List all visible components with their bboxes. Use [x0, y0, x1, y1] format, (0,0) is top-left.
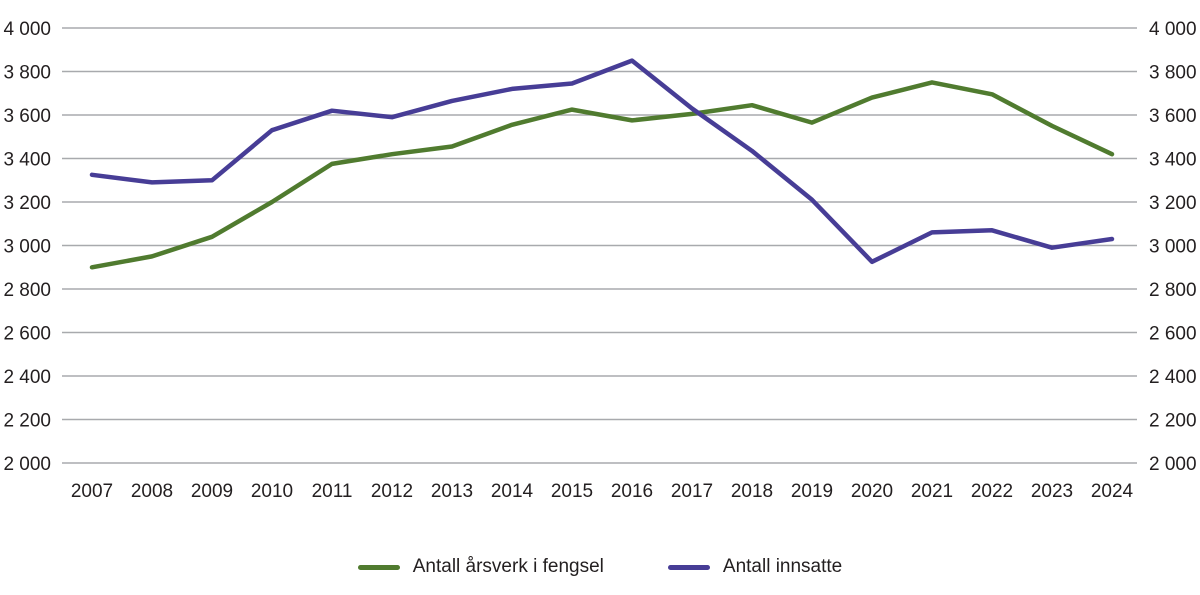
x-tick-label: 2007 — [71, 481, 113, 502]
y-tick-label-right: 3 000 — [1149, 237, 1197, 258]
series-line-innsatte — [89, 58, 1115, 265]
x-tick-label: 2024 — [1091, 481, 1134, 502]
x-tick-label: 2013 — [431, 481, 473, 502]
y-tick-label-left: 3 000 — [3, 237, 51, 258]
x-tick-label: 2020 — [851, 481, 893, 502]
x-tick-label: 2021 — [911, 481, 953, 502]
x-tick-label: 2015 — [551, 481, 593, 502]
y-tick-label-left: 2 400 — [3, 367, 51, 388]
y-tick-label-left: 2 600 — [3, 324, 51, 345]
y-tick-label-right: 2 600 — [1149, 324, 1197, 345]
y-tick-label-right: 3 200 — [1149, 193, 1197, 214]
x-tick-label: 2014 — [491, 481, 534, 502]
y-tick-label-right: 2 800 — [1149, 280, 1197, 301]
legend-swatch-arsverk-line — [357, 564, 400, 570]
y-tick-label-left: 3 400 — [3, 150, 51, 171]
x-tick-label: 2019 — [791, 481, 833, 502]
legend-swatch-innsatte-line — [667, 564, 710, 570]
x-tick-label: 2011 — [312, 481, 353, 502]
x-tick-label: 2012 — [371, 481, 413, 502]
line-chart-canvas: 4 000 4 000 3 800 3 800 3 600 3 600 3 400 3 400… — [3, 19, 1197, 502]
y-tick-label-right: 3 600 — [1149, 106, 1197, 127]
y-tick-label-left: 3 200 — [3, 193, 51, 214]
x-tick-label: 2016 — [611, 481, 653, 502]
y-tick-label-left: 3 800 — [3, 63, 51, 84]
legend-item-arsverk: Antall årsverk i fengsel — [357, 556, 604, 578]
y-tick-label-right: 2 000 — [1149, 454, 1197, 475]
y-tick-label-left: 2 200 — [3, 411, 51, 432]
x-tick-label: 2009 — [191, 481, 233, 502]
y-tick-label-left: 3 600 — [3, 106, 51, 127]
x-tick-label: 2023 — [1031, 481, 1073, 502]
x-tick-label: 2022 — [971, 481, 1013, 502]
series-line-arsverk — [89, 80, 1115, 270]
chart-legend: Antall årsverk i fengsel Antall innsatte — [0, 556, 1200, 578]
x-tick-label: 2010 — [251, 481, 293, 502]
y-tick-label-left: 2 000 — [3, 454, 51, 475]
y-tick-label-right: 4 000 — [1149, 19, 1197, 40]
legend-label-innsatte: Antall innsatte — [722, 556, 843, 577]
legend-label-arsverk: Antall årsverk i fengsel — [412, 556, 604, 577]
x-tick-label: 2008 — [131, 481, 173, 502]
y-tick-label-right: 2 400 — [1149, 367, 1197, 388]
x-tick-label: 2018 — [731, 481, 773, 502]
y-tick-label-right: 3 800 — [1149, 63, 1197, 84]
y-tick-label-right: 2 200 — [1149, 411, 1197, 432]
y-tick-label-left: 4 000 — [3, 19, 51, 40]
y-tick-label-left: 2 800 — [3, 280, 51, 301]
x-tick-label: 2017 — [671, 481, 713, 502]
legend-item-innsatte: Antall innsatte — [667, 556, 843, 578]
y-tick-label-right: 3 400 — [1149, 150, 1197, 171]
